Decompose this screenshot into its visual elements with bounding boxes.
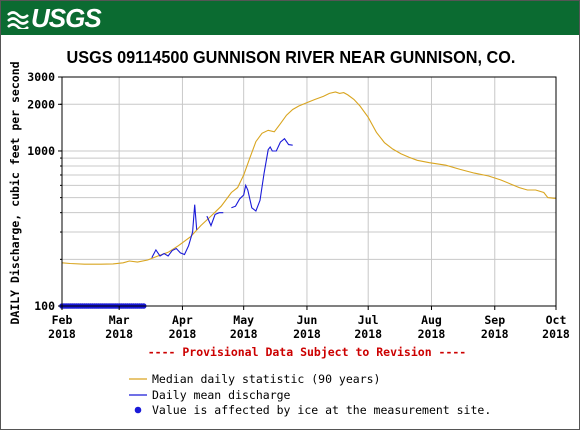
x-tick-year: 2018: [105, 327, 133, 341]
x-tick-month: Jul: [358, 313, 379, 327]
median-line: [61, 91, 556, 265]
usgs-logo[interactable]: USGS: [7, 2, 102, 33]
tick-layer: 100100020003000Feb2018Mar2018Apr2018May2…: [27, 70, 570, 341]
x-tick-year: 2018: [354, 327, 382, 341]
legend-ice-label: Value is affected by ice at the measurem…: [152, 403, 491, 417]
grid-layer: [62, 77, 556, 306]
x-tick-year: 2018: [230, 327, 258, 341]
usgs-wave-icon: [7, 11, 29, 29]
x-tick-year: 2018: [48, 327, 76, 341]
x-tick-month: Mar: [109, 313, 130, 327]
y-tick-label: 100: [34, 299, 55, 313]
legend-ice-marker: [134, 406, 142, 414]
x-tick-month: Oct: [546, 313, 567, 327]
chart-title: USGS 09114500 GUNNISON RIVER NEAR GUNNIS…: [67, 47, 516, 67]
x-tick-month: Aug: [421, 313, 442, 327]
daily-mean-line: [231, 137, 293, 212]
daily-mean-line: [206, 212, 224, 228]
usgs-banner: USGS: [1, 1, 579, 35]
usgs-logo-text: USGS: [31, 2, 102, 33]
x-tick-month: Sep: [484, 313, 505, 327]
x-tick-year: 2018: [418, 327, 446, 341]
legend-median-label: Median daily statistic (90 years): [152, 372, 380, 386]
legend: Median daily statistic (90 years) Daily …: [129, 372, 491, 417]
x-tick-month: Apr: [172, 313, 193, 327]
x-tick-year: 2018: [481, 327, 509, 341]
y-tick-label: 3000: [27, 70, 55, 84]
x-tick-month: Jun: [297, 313, 318, 327]
y-axis-label: DAILY Discharge, cubic feet per second: [8, 61, 22, 324]
x-tick-year: 2018: [293, 327, 321, 341]
x-tick-month: May: [233, 313, 254, 327]
x-tick-year: 2018: [542, 327, 570, 341]
legend-daily-label: Daily mean discharge: [152, 388, 291, 402]
x-tick-month: Feb: [52, 313, 73, 327]
x-tick-year: 2018: [169, 327, 197, 341]
y-tick-label: 1000: [27, 144, 55, 158]
daily-mean-line: [151, 204, 198, 258]
plot-border: [61, 76, 557, 307]
provisional-note: ---- Provisional Data Subject to Revisio…: [148, 345, 467, 359]
y-tick-label: 2000: [27, 97, 55, 111]
data-layer: [59, 91, 556, 309]
